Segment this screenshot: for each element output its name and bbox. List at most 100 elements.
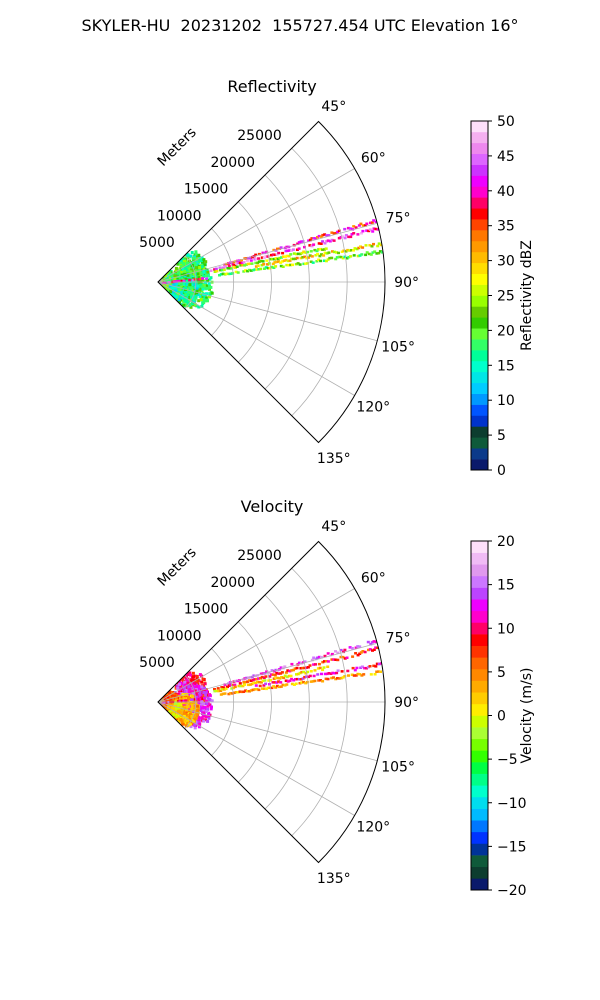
colorbar-swatch <box>471 317 488 329</box>
echo-streak-cell <box>306 670 310 674</box>
echo-streak-cell <box>300 670 304 674</box>
echo-streak-cell <box>298 671 302 675</box>
echo-streak-cell <box>226 685 229 689</box>
echo-streak-cell <box>266 263 270 266</box>
echo-streak-cell <box>309 680 313 683</box>
echo-streak-cell <box>359 666 363 669</box>
echo-streak-cell <box>218 274 221 277</box>
echo-cell <box>182 714 186 718</box>
echo-streak-cell <box>311 680 315 683</box>
echo-cell <box>197 256 201 260</box>
echo-cell <box>167 705 170 709</box>
echo-streak-cell <box>308 254 312 257</box>
echo-cell <box>175 715 179 718</box>
colorbar-swatch <box>471 306 488 318</box>
echo-streak-cell <box>250 262 254 265</box>
echo-layer <box>158 219 384 309</box>
colorbar-swatch <box>471 230 488 242</box>
echo-streak-cell <box>370 245 374 248</box>
echo-streak-cell <box>308 664 312 667</box>
angle-tick-label: 90° <box>394 695 419 711</box>
colorbar-tick-label: 15 <box>497 358 515 374</box>
echo-streak-cell <box>330 238 334 242</box>
angle-tick-label: 105° <box>381 759 415 775</box>
echo-cell <box>197 253 201 257</box>
echo-cell <box>174 704 177 707</box>
echo-streak-cell <box>238 690 242 693</box>
colorbar-tick-label: 35 <box>497 219 515 235</box>
echo-cell <box>179 703 183 707</box>
echo-streak-cell <box>174 280 178 283</box>
echo-streak-cell <box>276 676 280 680</box>
echo-cell <box>183 269 186 273</box>
echo-cell <box>190 715 194 718</box>
echo-streak-cell <box>230 261 234 264</box>
echo-cell <box>179 290 183 294</box>
echo-cell <box>163 711 167 715</box>
echo-streak-cell <box>374 665 378 668</box>
echo-streak-cell <box>253 258 257 261</box>
echo-streak-cell <box>244 680 248 684</box>
echo-cell <box>188 671 192 675</box>
echo-streak-cell <box>334 257 338 261</box>
echo-streak-cell <box>262 676 266 679</box>
echo-cell <box>193 282 197 286</box>
echo-cell <box>165 276 169 280</box>
echo-streak-cell <box>274 676 278 680</box>
echo-cell <box>194 272 198 276</box>
echo-streak-cell <box>350 673 354 676</box>
echo-streak-cell <box>233 685 237 689</box>
echo-streak-cell <box>236 691 240 694</box>
echo-streak-cell <box>239 684 243 688</box>
echo-streak-cell <box>278 247 281 250</box>
echo-cell <box>161 692 164 696</box>
echo-streak-cell <box>315 260 319 263</box>
echo-streak-cell <box>354 674 358 677</box>
echo-cell <box>191 690 195 694</box>
echo-streak-cell <box>374 640 378 643</box>
echo-streak-cell <box>316 656 320 659</box>
echo-streak-cell <box>345 257 349 260</box>
echo-cell <box>192 678 196 682</box>
echo-streak-cell <box>209 269 213 272</box>
echo-streak-cell <box>252 681 256 685</box>
echo-cell <box>178 300 182 304</box>
colorbar-tick-label: 5 <box>497 665 506 681</box>
echo-streak-cell <box>227 264 231 268</box>
echo-cell <box>172 694 176 698</box>
echo-streak-cell <box>374 646 378 649</box>
echo-streak-cell <box>225 262 229 266</box>
echo-streak-cell <box>331 250 334 253</box>
colorbar-swatch <box>471 831 488 844</box>
echo-cell <box>172 283 176 287</box>
echo-streak-cell <box>354 652 358 655</box>
echo-streak-cell <box>351 666 355 670</box>
echo-cell <box>190 281 194 285</box>
echo-streak-cell <box>263 251 267 255</box>
colorbar-swatch <box>471 360 488 373</box>
echo-cell <box>166 693 170 697</box>
echo-streak-cell <box>324 677 328 681</box>
echo-streak-cell <box>317 242 321 245</box>
echo-cell <box>193 297 197 301</box>
echo-streak-cell <box>286 259 290 263</box>
colorbar-swatch <box>471 703 488 716</box>
echo-streak-cell <box>219 693 223 696</box>
angle-tick-label: 60° <box>361 151 386 167</box>
echo-cell <box>190 704 194 708</box>
echo-cell <box>191 692 195 696</box>
echo-cell <box>177 269 181 273</box>
echo-streak-cell <box>336 669 340 672</box>
echo-streak-cell <box>201 697 205 701</box>
echo-streak-cell <box>262 684 266 687</box>
echo-streak-cell <box>163 281 167 284</box>
echo-cell <box>183 680 187 684</box>
colorbar-tick-label: −5 <box>497 752 518 768</box>
echo-cell <box>197 305 201 309</box>
echo-streak-cell <box>322 259 326 262</box>
echo-streak-cell <box>296 252 300 256</box>
echo-streak-cell <box>269 673 273 676</box>
echo-streak-cell <box>358 652 362 655</box>
echo-streak-cell <box>201 277 205 280</box>
echo-streak-cell <box>195 697 199 701</box>
